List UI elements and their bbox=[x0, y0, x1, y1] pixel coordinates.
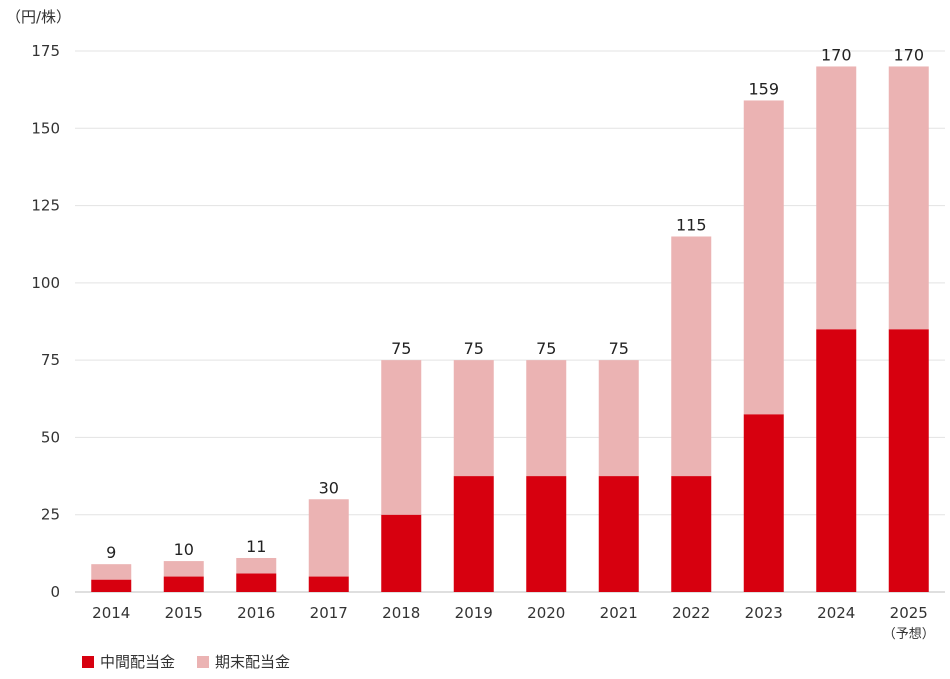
legend-label-year-end: 期末配当金 bbox=[215, 653, 291, 671]
x-tick-label: 2018 bbox=[382, 604, 420, 622]
y-tick-label: 25 bbox=[41, 506, 60, 524]
total-label: 75 bbox=[536, 339, 556, 358]
legend-item-year-end: 期末配当金 bbox=[197, 651, 290, 672]
legend-swatch-interim bbox=[82, 655, 94, 668]
x-tick-label: 2022 bbox=[672, 604, 710, 622]
x-tick-label: 2016 bbox=[237, 604, 275, 622]
bar-segment-year-end bbox=[888, 66, 929, 330]
y-tick-label: 175 bbox=[31, 42, 60, 60]
legend: 中間配当金 期末配当金 bbox=[82, 651, 312, 672]
bars bbox=[91, 66, 929, 592]
bar-segment-year-end bbox=[671, 236, 712, 477]
legend-item-interim: 中間配当金 bbox=[82, 651, 175, 672]
total-label: 11 bbox=[246, 537, 266, 556]
y-tick-label: 150 bbox=[31, 119, 60, 137]
x-tick-label: 2021 bbox=[600, 604, 638, 622]
total-label: 75 bbox=[609, 339, 629, 358]
y-tick-label: 125 bbox=[31, 197, 60, 215]
bar-segment-year-end bbox=[91, 564, 132, 580]
total-label: 170 bbox=[893, 45, 924, 64]
bar-segment-interim bbox=[671, 476, 712, 592]
y-tick-label: 50 bbox=[41, 428, 60, 446]
y-tick-label: 100 bbox=[31, 274, 60, 292]
bar-segment-year-end bbox=[598, 360, 639, 477]
x-tick-label: 2017 bbox=[310, 604, 348, 622]
bar-segment-year-end bbox=[453, 360, 494, 477]
bar-segment-year-end bbox=[163, 561, 204, 577]
total-label: 115 bbox=[676, 215, 707, 234]
bar-segment-interim bbox=[381, 514, 422, 592]
bar-segment-interim bbox=[163, 576, 204, 592]
x-tick-labels: 2014 2015 2016 2017 2018 2019 2020 2021 2022 2023… bbox=[92, 604, 935, 642]
bar-segment-interim bbox=[453, 476, 494, 592]
gridlines bbox=[75, 50, 945, 593]
total-label: 75 bbox=[464, 339, 484, 358]
legend-label-interim: 中間配当金 bbox=[100, 653, 176, 671]
bar-segment-year-end bbox=[743, 100, 784, 415]
total-label: 75 bbox=[391, 339, 411, 358]
total-label: 9 bbox=[106, 543, 116, 562]
bar-segment-year-end bbox=[236, 557, 277, 574]
total-label: 30 bbox=[319, 478, 339, 497]
bar-segment-interim bbox=[236, 573, 277, 592]
x-tick-label: 2025 bbox=[890, 604, 928, 622]
bar-segment-interim bbox=[888, 329, 929, 592]
x-tick-label: 2024 bbox=[817, 604, 855, 622]
x-tick-label: 2019 bbox=[455, 604, 493, 622]
y-axis-unit-label: （円/株） bbox=[6, 8, 72, 26]
bar-segment-interim bbox=[308, 576, 349, 592]
x-tick-label: 2014 bbox=[92, 604, 130, 622]
bar-segment-year-end bbox=[308, 499, 349, 577]
bar-segment-interim bbox=[526, 476, 567, 592]
total-label: 10 bbox=[174, 540, 194, 559]
legend-swatch-year-end bbox=[197, 655, 210, 668]
x-tick-sublabel: （予想） bbox=[883, 626, 935, 642]
total-label: 159 bbox=[748, 79, 779, 98]
x-tick-label: 2020 bbox=[527, 604, 565, 622]
y-tick-labels: 0 25 50 75 100 125 150 175 bbox=[31, 42, 60, 601]
total-label: 170 bbox=[821, 45, 852, 64]
bar-segment-interim bbox=[816, 329, 857, 592]
bar-segment-year-end bbox=[526, 360, 567, 477]
bar-segment-interim bbox=[743, 414, 784, 592]
y-tick-label: 75 bbox=[41, 351, 60, 369]
total-labels: 9 10 11 30 75 75 75 75 115 159 170 170 bbox=[106, 45, 924, 562]
bar-segment-year-end bbox=[816, 66, 857, 330]
bar-segment-year-end bbox=[381, 360, 422, 515]
bar-segment-interim bbox=[91, 579, 132, 592]
y-tick-label: 0 bbox=[50, 583, 60, 601]
bar-segment-interim bbox=[598, 476, 639, 592]
x-tick-label: 2023 bbox=[745, 604, 783, 622]
x-tick-label: 2015 bbox=[165, 604, 203, 622]
